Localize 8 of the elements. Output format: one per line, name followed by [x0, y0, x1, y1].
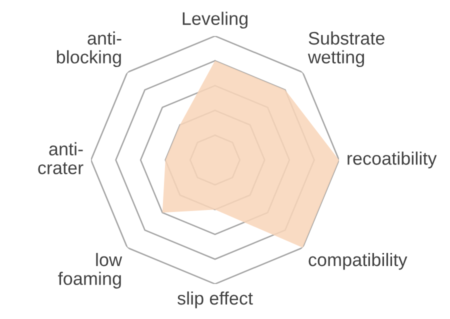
spoke-label: Leveling	[182, 12, 248, 29]
spoke-label: low foaming	[58, 252, 122, 289]
spoke-label: compatibility	[308, 252, 408, 270]
spoke-label: anti- crater	[38, 142, 84, 174]
spoke-label: anti- blocking	[56, 31, 122, 68]
spoke-label: recoatibility	[348, 152, 437, 168]
spoke-label: slip effect	[178, 291, 253, 308]
spoke-label: Substrate wetting	[308, 31, 384, 68]
